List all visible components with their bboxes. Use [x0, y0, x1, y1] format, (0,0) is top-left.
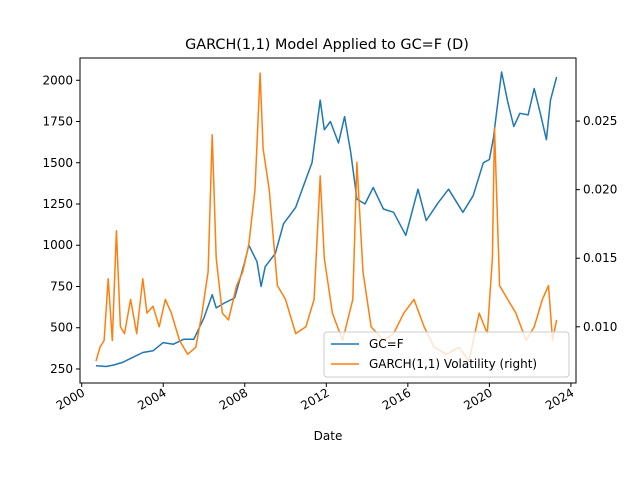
legend-box [323, 331, 570, 378]
y-right-tick-label: 0.025 [583, 114, 617, 128]
y-left-tick-label: 1000 [42, 238, 73, 252]
y-left-tick-label: 1500 [42, 156, 73, 170]
y-right-tick-label: 0.015 [583, 251, 617, 265]
y-axis-left: 250 500 750 1000 1250 1500 1750 2000 [42, 73, 80, 376]
y-left-tick-label: 750 [50, 279, 73, 293]
legend: GC=F GARCH(1,1) Volatility (right) [323, 331, 570, 378]
y-right-tick-label: 0.020 [583, 183, 617, 197]
legend-label-gc: GC=F [369, 337, 404, 351]
y-left-tick-label: 2000 [42, 73, 73, 87]
y-left-tick-label: 500 [50, 321, 73, 335]
y-axis-right: 0.010 0.015 0.020 0.025 [576, 114, 617, 334]
chart-title: GARCH(1,1) Model Applied to GC=F (D) [185, 37, 469, 53]
y-left-tick-label: 1250 [42, 197, 73, 211]
x-axis-label: Date [314, 429, 343, 443]
y-left-tick-label: 250 [50, 362, 73, 376]
series-line-gc [95, 71, 558, 368]
legend-label-volatility: GARCH(1,1) Volatility (right) [369, 357, 537, 371]
y-left-tick-label: 1750 [42, 115, 73, 129]
y-right-tick-label: 0.010 [583, 320, 617, 334]
plot-frame [79, 57, 577, 384]
